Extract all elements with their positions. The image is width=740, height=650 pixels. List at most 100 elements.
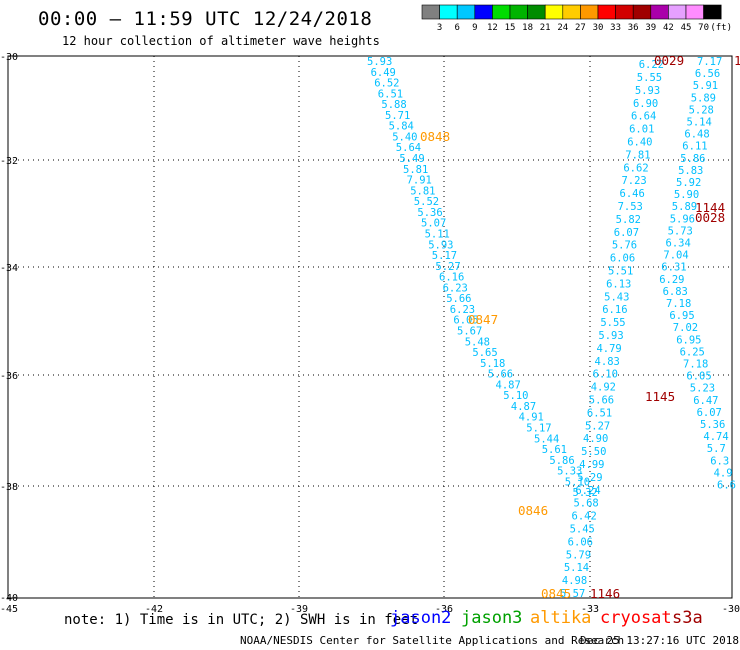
colorbar-label: 21 [540,23,551,33]
track-b-value: 5.29 [577,472,602,484]
track-b-value: 4.79 [596,343,621,355]
lat-label: -38 [0,482,18,493]
track-b-value: 5.68 [573,498,598,510]
track-a-value: 5.52 [414,196,439,208]
track-a-value: 5.66 [488,369,513,381]
track-b-value: 5.82 [616,214,641,226]
track-a-value: 5.18 [480,358,505,370]
track-c-value: 6.83 [663,286,688,298]
track-c-value: 6.11 [682,141,707,153]
track-a-value: 5.93 [367,56,392,68]
track-b-value: 6.01 [629,124,654,136]
track-c-value: 5.89 [691,92,716,104]
track-c-value: 6.25 [680,346,705,358]
track-a-value: 5.67 [457,326,482,338]
colorbar-label: (ft) [710,23,732,33]
track-b-value: 6.06 [610,253,635,265]
time-label-altika: 0846 [518,503,548,518]
track-b-value: 5.55 [600,317,625,329]
track-c-value: 6.6 [717,480,736,492]
colorbar-label: 39 [645,23,656,33]
track-b-value: 4.90 [583,433,608,445]
track-c-value: 5.92 [676,177,701,189]
footnote: note: 1) Time is in UTC; 2) SWH is in fe… [64,612,419,628]
track-a-value: 4.87 [511,401,536,413]
lon-label: -42 [145,604,163,615]
track-b-value: 6.62 [623,162,648,174]
track-c-value: 7.18 [683,359,708,371]
lon-label: -33 [581,604,599,615]
track-a-value: 5.81 [410,185,435,197]
track-a-value: 5.61 [542,444,567,456]
colorbar-label: 6 [454,23,459,33]
track-b-value: 5.50 [581,446,606,458]
track-a-value: 5.48 [465,336,490,348]
track-c-value: 6.95 [676,334,701,346]
track-c-value: 7.17 [697,56,722,68]
colorbar-cell [650,4,669,20]
colorbar-cell [439,4,458,20]
track-b-value: 6.90 [633,98,658,110]
track-b-value: 5.66 [589,395,614,407]
track-a-value: 5.49 [399,153,424,165]
track-c-value: 6.3 [710,455,729,467]
lat-label: -40 [0,593,18,604]
generation-timestamp: Dec 25 13:27:16 UTC 2018 [580,634,739,647]
track-a-value: 5.11 [425,228,450,240]
lat-label: -36 [0,371,18,382]
track-a-value: 6.52 [374,78,399,90]
track-b-value: 5.45 [570,524,595,536]
track-a-value: 5.81 [403,164,428,176]
track-a-value: 6.05 [453,315,478,327]
colorbar-label: 70 [698,23,709,33]
colorbar-label: 15 [505,23,516,33]
time-label-cryosat: 1146 [590,586,620,601]
track-b-value: 6.16 [602,304,627,316]
track-b-value: 5.76 [612,240,637,252]
track-a-value: 5.36 [417,207,442,219]
legend-altika: altika [530,608,592,628]
colorbar-cell [703,4,722,20]
lon-label: -39 [290,604,308,615]
track-b-value: 5.57 [560,588,585,600]
legend-cryosat: cryosat [600,608,672,628]
track-b-value: 6.06 [568,536,593,548]
colorbar-cell [597,4,616,20]
colorbar-cell [509,4,528,20]
legend-s3a: s3a [672,608,703,628]
track-c-value: 5.96 [670,213,695,225]
track-c-value: 5.36 [700,419,725,431]
lon-label: -36 [435,604,453,615]
track-a-value: 7.91 [407,175,432,187]
track-b-value: 7.53 [618,201,643,213]
track-b-value: 7.23 [621,175,646,187]
time-label-altika: 0847 [468,312,498,327]
time-label-cryosat: 0028 [695,210,725,225]
track-b-value: 6.07 [614,227,639,239]
track-b-value: 7.81 [625,149,650,161]
track-b-value: 5.14 [564,562,589,574]
track-b-value: 5.93 [598,330,623,342]
track-c-value: 6.07 [697,407,722,419]
lat-label: -30 [0,52,18,63]
colorbar-cell [492,4,511,20]
track-b-value: 6.13 [606,278,631,290]
track-c-value: 6.34 [666,238,691,250]
track-a-value: 5.71 [385,110,410,122]
track-b-value: 6.51 [587,407,612,419]
colorbar-cell [685,4,704,20]
track-c-value: 5.73 [668,225,693,237]
track-b-value: 6.40 [627,137,652,149]
track-c-value: 4.9 [714,467,733,479]
track-b-value: 5.27 [585,420,610,432]
lat-label: -34 [0,263,18,274]
track-c-value: 5.83 [678,165,703,177]
track-c-value: 5.14 [687,117,712,129]
track-b-value: 6.22 [639,59,664,71]
track-b-value: 6.42 [572,511,597,523]
track-b-value: 5.93 [635,85,660,97]
track-a-value: 5.10 [503,390,528,402]
track-a-value: 5.66 [446,293,471,305]
track-b-value: 5.43 [604,291,629,303]
